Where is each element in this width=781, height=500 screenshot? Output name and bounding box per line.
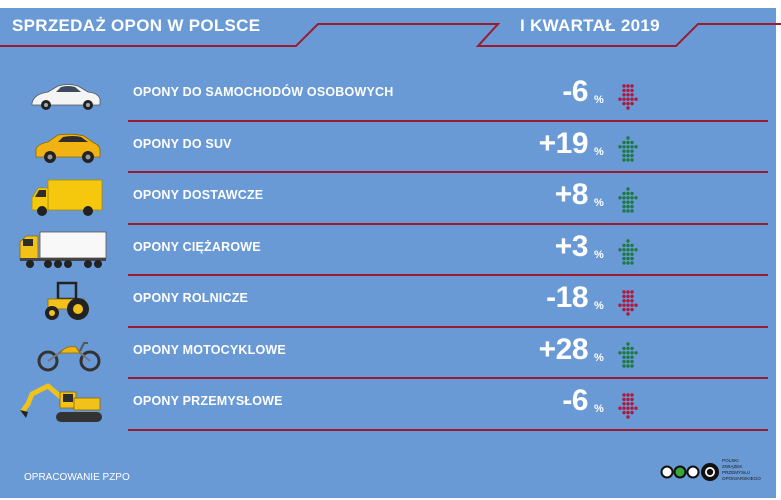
tractor-icon bbox=[18, 279, 108, 323]
row-divider bbox=[128, 428, 768, 431]
table-row: OPONY ROLNICZE -18% bbox=[0, 277, 776, 328]
logo-line: OPONIARSKIEGO bbox=[722, 476, 761, 481]
percent-unit: % bbox=[594, 145, 604, 158]
category-label: OPONY PRZEMYSŁOWE bbox=[133, 394, 283, 408]
change-value: +3 bbox=[554, 229, 589, 263]
percent-unit: % bbox=[594, 300, 604, 312]
change-value: +19 bbox=[538, 126, 589, 160]
arrow-down-icon bbox=[617, 289, 639, 317]
page-title: SPRZEDAŻ OPON W POLSCE bbox=[12, 16, 261, 35]
period-label: I KWARTAŁ 2019 bbox=[520, 16, 660, 35]
table-row: OPONY MOTOCYKLOWE +28% bbox=[0, 329, 776, 380]
car-icon bbox=[18, 73, 108, 117]
arrow-up-icon bbox=[617, 135, 639, 163]
arrow-up-icon bbox=[617, 238, 639, 266]
row-divider bbox=[128, 222, 768, 225]
category-label: OPONY DO SUV bbox=[133, 136, 232, 151]
arrow-down-icon bbox=[617, 83, 639, 111]
table-row: OPONY DO SUV +19% bbox=[0, 123, 776, 174]
table-row: OPONY PRZEMYSŁOWE -6% bbox=[0, 380, 776, 431]
row-divider bbox=[128, 171, 768, 173]
percent-unit: % bbox=[594, 403, 604, 415]
category-label: OPONY ROLNICZE bbox=[133, 291, 249, 305]
table-row: OPONY DO SAMOCHODÓW OSOBOWYCH -6% bbox=[0, 71, 776, 122]
excavator-icon bbox=[18, 382, 108, 426]
arrow-up-icon bbox=[617, 341, 639, 369]
logo-line: PRZEMYSŁU bbox=[722, 470, 751, 475]
table-row: OPONY DOSTAWCZE +8% bbox=[0, 174, 776, 225]
change-value: +8 bbox=[554, 178, 589, 211]
suv-icon bbox=[18, 125, 108, 169]
row-divider bbox=[128, 377, 768, 379]
arrow-down-icon bbox=[617, 392, 639, 420]
percent-unit: % bbox=[594, 248, 604, 261]
logo-line: ZWIĄZEK bbox=[722, 464, 743, 469]
change-value: +28 bbox=[538, 332, 589, 366]
pzpo-logo-text: POLSKI ZWIĄZEK PRZEMYSŁU OPONIARSKIEGO bbox=[722, 458, 776, 482]
percent-unit: % bbox=[594, 197, 604, 209]
source-note: OPRACOWANIE PZPO bbox=[24, 472, 130, 483]
table-row: OPONY CIĘŻAROWE +3% bbox=[0, 226, 776, 277]
motorcycle-icon bbox=[18, 331, 108, 375]
pzpo-logo-icon bbox=[660, 463, 719, 481]
change-value: -18 bbox=[546, 281, 588, 314]
row-divider bbox=[128, 274, 768, 276]
percent-unit: % bbox=[594, 94, 604, 106]
arrow-up-icon bbox=[617, 186, 639, 214]
logo-line: POLSKI bbox=[722, 458, 739, 463]
category-label: OPONY MOTOCYKLOWE bbox=[133, 342, 286, 357]
row-divider bbox=[128, 325, 768, 328]
delivery-van-icon bbox=[18, 176, 108, 220]
truck-icon bbox=[18, 228, 108, 272]
percent-unit: % bbox=[594, 351, 604, 364]
row-divider bbox=[128, 119, 768, 122]
change-value: -6 bbox=[562, 75, 588, 108]
background-panel bbox=[0, 8, 776, 498]
category-label: OPONY DO SAMOCHODÓW OSOBOWYCH bbox=[133, 85, 394, 99]
change-value: -6 bbox=[562, 384, 588, 417]
category-label: OPONY DOSTAWCZE bbox=[133, 188, 264, 202]
category-label: OPONY CIĘŻAROWE bbox=[133, 239, 261, 254]
